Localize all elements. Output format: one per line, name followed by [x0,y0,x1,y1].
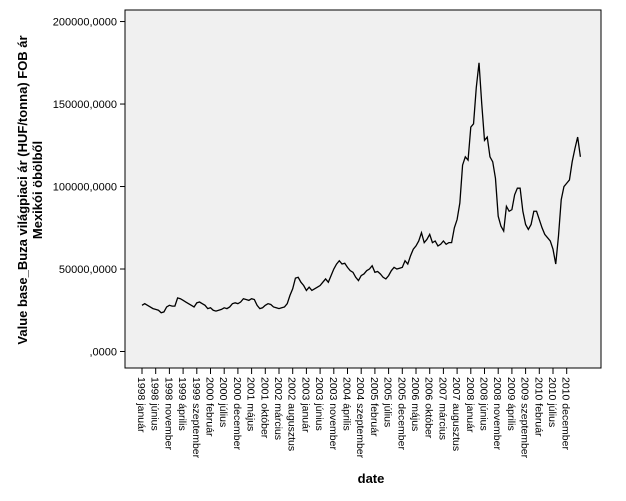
x-tick-label: 2010 december [560,377,572,450]
x-tick-label: 2000 július [217,377,229,427]
x-tick-label: 2004 április [341,377,353,431]
x-tick-label: 2000 december [231,377,243,450]
x-tick-label: 2006 május [409,377,421,431]
x-tick-label: 1998 november [162,377,174,450]
x-tick-label: 2003 június [313,377,325,431]
y-tick-label: ,0000 [89,347,117,359]
x-tick-label: 2005 február [368,377,380,437]
y-tick-label: 150000,0000 [53,99,117,111]
x-tick-label: 2008 június [478,377,490,431]
x-tick-label: 2007 március [436,377,448,440]
x-tick-label: 2007 augusztus [450,377,462,451]
x-tick-label: 2005 december [395,377,407,450]
y-tick-label: 50000,0000 [59,264,117,276]
x-tick-label: 2010 július [546,377,558,427]
y-tick-label: 100000,0000 [53,182,117,194]
x-tick-label: 1998 január [135,377,147,433]
x-tick-label: 2000 február [204,377,216,437]
x-tick-label: 2010 február [532,377,544,437]
x-tick-label: 2004 szeptember [354,377,366,459]
y-axis-title-line: Mexikói öbölből [30,141,45,239]
x-tick-label: 1998 június [149,377,161,431]
y-axis-title-line: Value base_Buza világpiaci ár (HUF/tonna… [15,35,30,344]
y-axis-title: Value base_Buza világpiaci ár (HUF/tonna… [15,35,45,344]
x-tick-label: 2005 július [382,377,394,427]
plot-area [124,9,602,369]
x-tick-label: 2002 augusztus [286,377,298,451]
x-tick-label: 2002 március [272,377,284,440]
x-tick-label: 2008 január [464,377,476,433]
x-tick-label: 1999 április [176,377,188,431]
x-tick-label: 2003 január [299,377,311,433]
data-line [141,62,582,314]
x-tick-label: 2006 október [423,377,435,439]
y-tick-label: 200000,0000 [53,17,117,29]
x-tick-label: 2001 október [258,377,270,439]
x-tick-label: 1999 szeptember [190,377,202,459]
x-tick-label: 2009 április [505,377,517,431]
x-tick-label: 2003 november [327,377,339,450]
x-tick-label: 2001 május [245,377,257,431]
x-tick-label: 2008 november [491,377,503,450]
x-axis-title: date [358,471,385,486]
x-tick-label: 2009 szeptember [519,377,531,459]
